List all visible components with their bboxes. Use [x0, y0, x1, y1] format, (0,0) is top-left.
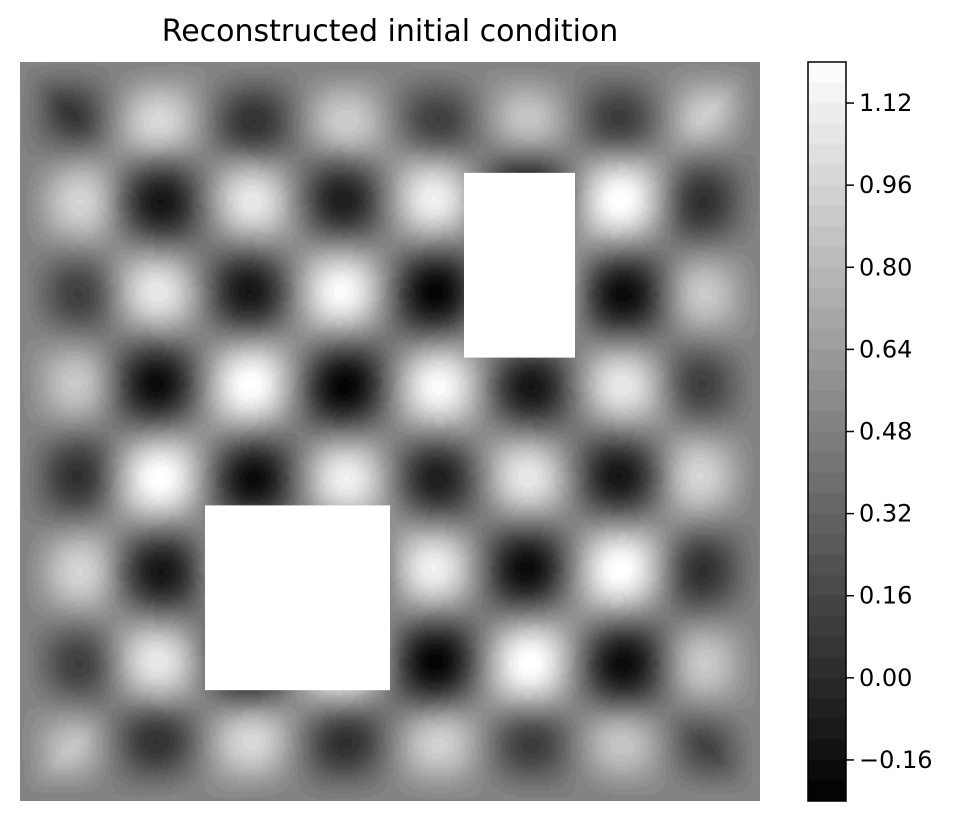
- upper-right-hole: [464, 172, 575, 358]
- chart-title: Reconstructed initial condition: [161, 14, 619, 49]
- masked-regions: [205, 172, 575, 691]
- colorbar-tick-label: 0.32: [859, 500, 912, 528]
- colorbar-tick-label: 0.64: [859, 335, 912, 363]
- colorbar-tick-label: 0.80: [859, 253, 912, 281]
- colorbar-tick-label: 0.48: [859, 418, 912, 446]
- colorbar-ticks: −0.16 0.00 0.16 0.32 0.48 0.64 0.80 0.96 1.12: [846, 89, 933, 774]
- colorbar-tick-label: 1.12: [859, 89, 912, 117]
- colorbar: [807, 61, 847, 802]
- colorbar-tick-label: −0.16: [859, 746, 933, 774]
- colorbar-tick-label: 0.16: [859, 582, 912, 610]
- colorbar-tick-label: 0.96: [859, 171, 912, 199]
- colorbar-gradient: [808, 62, 846, 801]
- colorbar-tick-label: 0.00: [859, 664, 912, 692]
- lower-left-hole: [205, 505, 390, 691]
